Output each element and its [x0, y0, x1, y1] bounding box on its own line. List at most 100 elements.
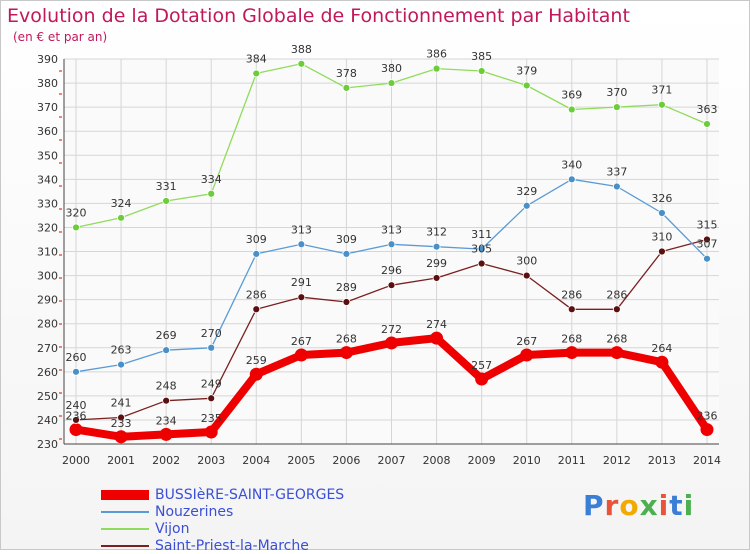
data-label: 378 [336, 67, 357, 80]
data-point [72, 367, 80, 376]
data-label: 234 [156, 414, 177, 427]
data-label: 320 [66, 206, 87, 219]
y-tick-label: 370 [37, 101, 58, 114]
data-label: 299 [426, 257, 447, 270]
logo-letter: o [619, 489, 640, 522]
data-label: 380 [381, 62, 402, 75]
data-label: 259 [246, 354, 267, 367]
data-point [612, 305, 621, 314]
data-point [565, 346, 579, 360]
data-point [114, 430, 128, 444]
data-point [342, 250, 351, 258]
y-tick-label: 350 [37, 149, 58, 162]
data-point [432, 64, 441, 73]
data-point [162, 396, 171, 405]
y-tick-label: 360 [37, 125, 58, 138]
data-label: 286 [561, 288, 582, 301]
data-label: 315 [697, 218, 718, 231]
data-point [658, 247, 666, 256]
data-point [117, 413, 125, 422]
data-label: 370 [606, 86, 627, 99]
data-point [612, 182, 621, 191]
x-tick-label: 2000 [62, 454, 90, 467]
legend-label: Vijon [155, 520, 190, 537]
data-point [700, 423, 714, 437]
legend-swatch [101, 489, 149, 500]
data-point [342, 298, 351, 306]
data-label: 264 [651, 342, 672, 355]
data-point [249, 367, 263, 381]
chart-subtitle: (en € et par an) [13, 30, 108, 44]
x-tick-label: 2001 [107, 454, 135, 467]
data-point [117, 213, 125, 222]
x-tick-label: 2012 [603, 454, 631, 467]
data-label: 379 [516, 64, 537, 77]
data-label: 263 [111, 344, 132, 357]
data-point [69, 423, 83, 437]
data-point [477, 259, 486, 268]
data-point [567, 105, 576, 114]
data-point [117, 360, 125, 369]
data-label: 268 [606, 333, 627, 346]
legend-label: Nouzerines [155, 503, 234, 520]
data-point [252, 69, 261, 78]
data-point [658, 209, 666, 217]
proxiti-logo: Proxiti [583, 489, 694, 522]
data-label: 270 [201, 327, 222, 340]
data-point [297, 240, 306, 249]
data-point [252, 305, 261, 314]
y-tick-label: 340 [37, 173, 58, 186]
data-label: 235 [201, 412, 222, 425]
data-point [703, 235, 711, 244]
data-point [477, 67, 486, 75]
data-label: 384 [246, 52, 267, 65]
data-label: 269 [156, 329, 177, 342]
data-point [207, 343, 216, 352]
data-label: 309 [336, 233, 357, 246]
data-label: 313 [291, 223, 312, 236]
y-tick-label: 320 [37, 221, 58, 234]
data-label: 291 [291, 276, 312, 289]
data-label: 337 [606, 166, 627, 179]
data-label: 233 [111, 417, 132, 430]
data-label: 236 [697, 410, 718, 423]
data-label: 326 [651, 192, 672, 205]
data-label: 248 [156, 380, 177, 393]
data-point [342, 83, 351, 92]
data-label: 274 [426, 318, 447, 331]
data-point [655, 355, 669, 369]
logo-letter: x [639, 489, 659, 522]
logo-letter: r [604, 489, 620, 522]
data-point [72, 416, 80, 424]
legend-item: Nouzerines [101, 503, 401, 520]
logo-letter: t [669, 489, 684, 522]
data-label: 363 [697, 103, 718, 116]
data-point [297, 59, 306, 68]
data-label: 307 [697, 238, 718, 251]
data-point [567, 175, 576, 184]
data-point [610, 346, 624, 360]
data-label: 289 [336, 281, 357, 294]
data-label: 241 [111, 397, 132, 410]
y-tick-label: 310 [37, 246, 58, 259]
x-tick-label: 2008 [423, 454, 451, 467]
y-tick-label: 330 [37, 197, 58, 210]
data-point [72, 223, 80, 232]
data-label: 296 [381, 264, 402, 277]
x-tick-label: 2002 [152, 454, 180, 467]
data-label: 385 [471, 50, 492, 63]
legend-item: Vijon [101, 520, 401, 537]
data-point [703, 254, 711, 263]
y-tick-label: 300 [37, 270, 58, 283]
legend-swatch [101, 544, 149, 547]
data-point [294, 348, 308, 362]
legend: BUSSIèRE-SAINT-GEORGES Nouzerines Vijon … [101, 486, 401, 554]
data-point [522, 81, 531, 90]
data-label: 236 [66, 410, 87, 423]
y-tick-label: 280 [37, 318, 58, 331]
data-point [387, 281, 396, 290]
data-label: 268 [336, 333, 357, 346]
data-label: 272 [381, 323, 402, 336]
data-point [567, 305, 576, 314]
